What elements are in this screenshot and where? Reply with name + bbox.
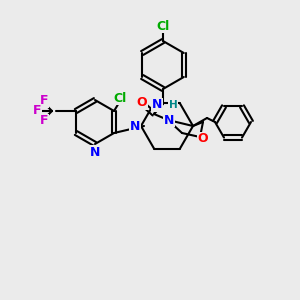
Text: F: F: [40, 94, 48, 107]
Text: F: F: [40, 115, 48, 128]
Text: O: O: [198, 133, 208, 146]
Text: Cl: Cl: [156, 20, 170, 32]
Text: F: F: [33, 104, 41, 118]
Text: N: N: [130, 119, 140, 133]
Text: O: O: [137, 97, 147, 110]
Text: N: N: [152, 98, 162, 112]
Text: Cl: Cl: [113, 92, 127, 104]
Text: H: H: [169, 100, 178, 110]
Text: N: N: [164, 113, 174, 127]
Text: N: N: [90, 146, 100, 159]
